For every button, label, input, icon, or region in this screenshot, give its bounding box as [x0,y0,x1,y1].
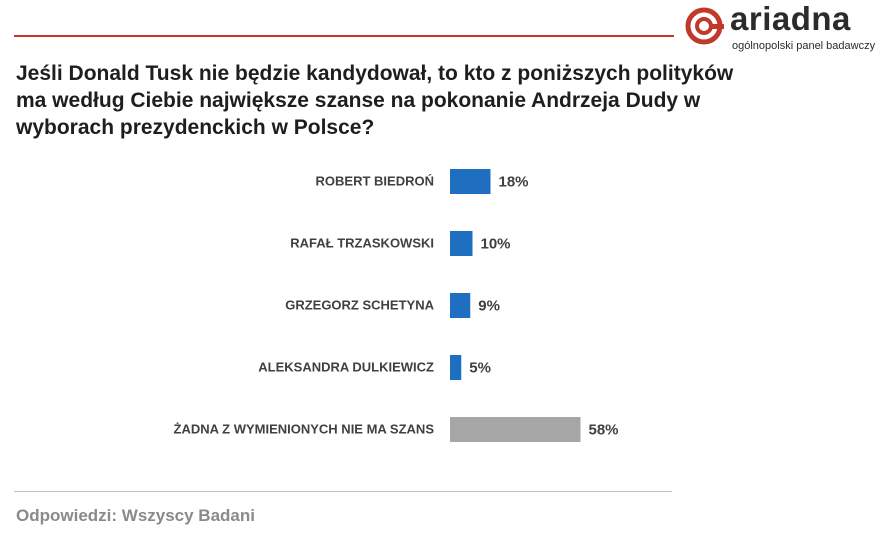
bar [450,417,581,442]
bar [450,355,462,380]
category-label: GRZEGORZ SCHETYNA [285,298,434,313]
spiral-logo-icon [685,7,724,45]
bar [450,231,473,256]
brand-tagline: ogólnopolski panel badawczy [732,40,876,52]
bar [450,293,471,318]
brand-logo: ariadna ogólnopolski panel badawczy [684,0,880,52]
category-label: ŻADNA Z WYMIENIONYCH NIE MA SZANS [174,422,435,437]
category-label: RAFAŁ TRZASKOWSKI [290,236,434,251]
category-label: ALEKSANDRA DULKIEWICZ [258,360,434,375]
brand-name: ariadna [730,0,851,37]
question-title: Jeśli Donald Tusk nie będzie kandydował,… [16,62,734,139]
category-label: ROBERT BIEDROŃ [316,174,434,189]
value-label: 5% [469,360,491,377]
value-label: 9% [478,298,500,315]
value-label: 10% [481,236,511,253]
value-label: 18% [499,174,529,191]
header-divider [14,35,674,37]
value-label: 58% [589,422,619,439]
bar [450,169,491,194]
bar-chart: ROBERT BIEDROŃ 18% RAFAŁ TRZASKOWSKI 10% GRZ… [174,169,619,442]
footer-divider [14,491,672,492]
respondents-note: Odpowiedzi: Wszyscy Badani [16,506,255,525]
